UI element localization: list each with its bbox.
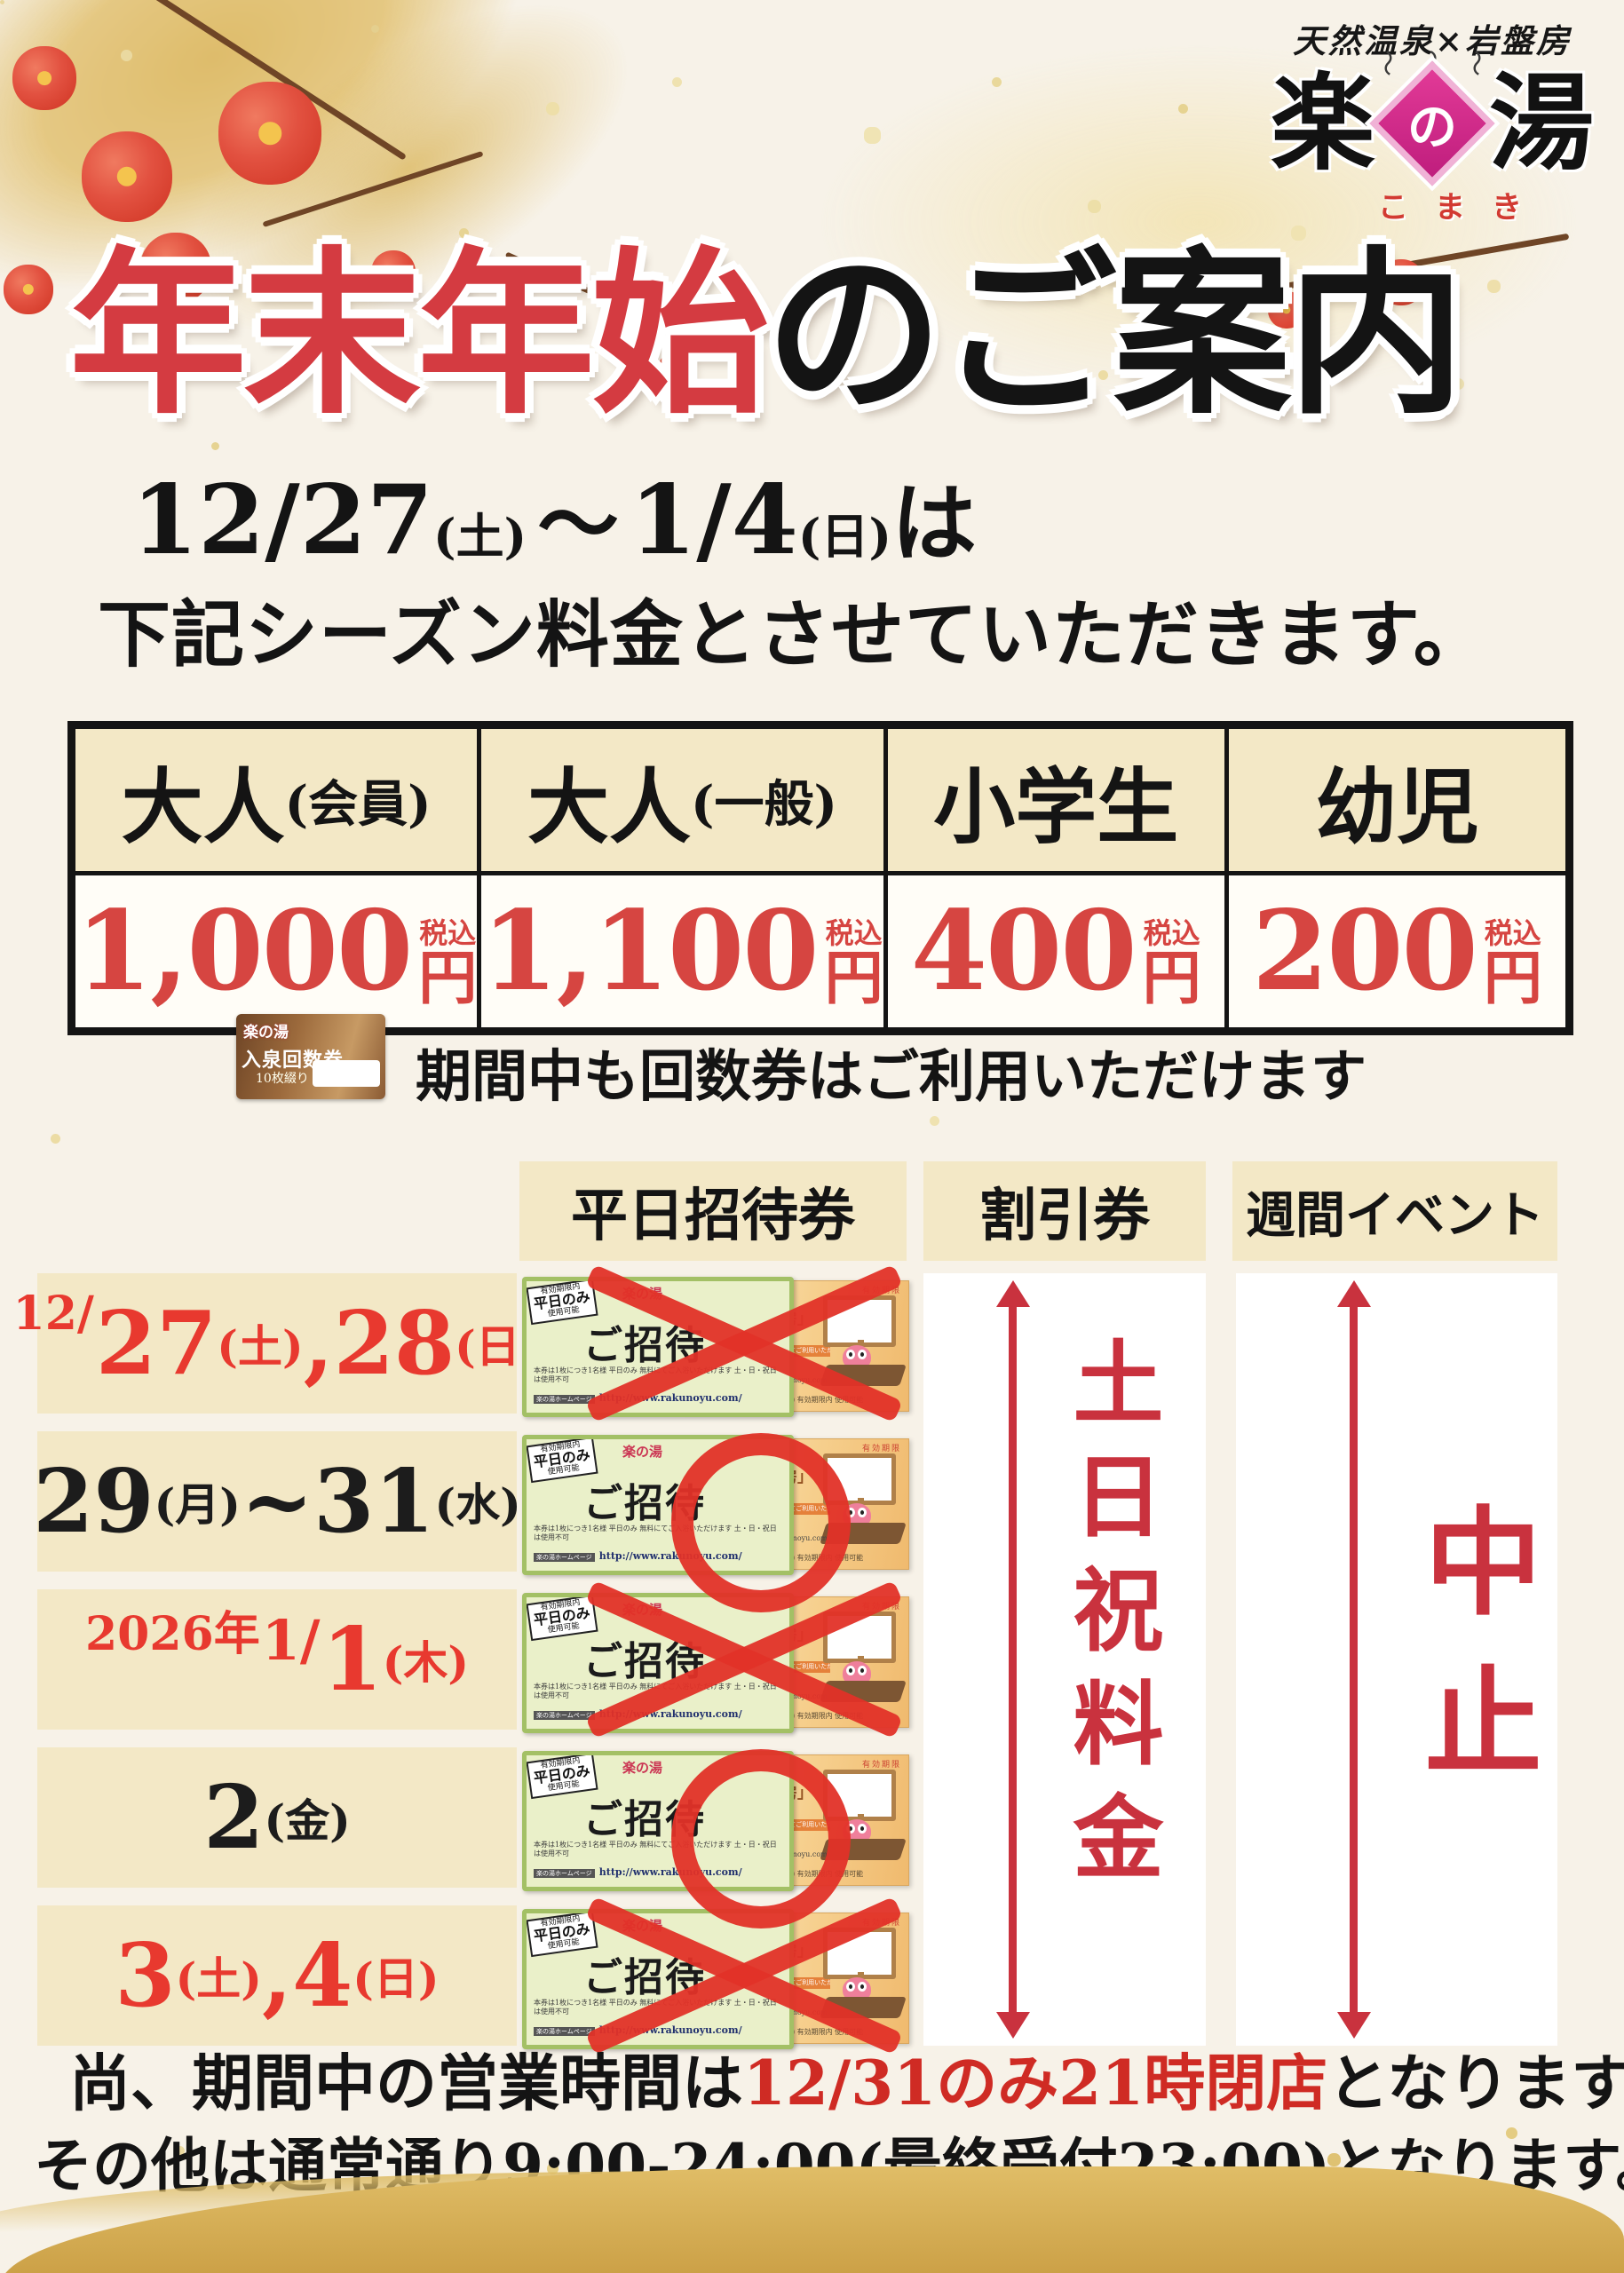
schedule-date-row-4: 2 (金): [37, 1747, 517, 1888]
weekly-event-panel: 中止: [1236, 1273, 1557, 2046]
schedule-date-row-1: 12/27 (土), 28 (日): [13, 1273, 541, 1414]
period-line: 12/27 (土) 〜 1/4 (日) は: [131, 455, 977, 578]
ticket-conditions: 本券は1枚につき1名様 平日のみ 無料にてご入浴いただけます 土・日・祝日は使用…: [534, 1841, 777, 1857]
event-cancelled-label: 中止: [1405, 1501, 1542, 1820]
column-header-weekday-ticket: 平日招待券: [519, 1161, 907, 1261]
weekend-holiday-price-label: 土日祝料金: [1058, 1335, 1164, 1904]
period-start-weekday: (土): [433, 508, 527, 565]
brand-diamond-icon: の: [1369, 60, 1495, 186]
period-suffix: は: [891, 473, 978, 574]
business-hours-note-line1: 尚、期間中の営業時間は12/31のみ21時閉店となります。: [69, 2047, 1624, 2119]
plum-blossom: [371, 250, 416, 295]
plum-blossom: [1428, 327, 1456, 355]
period-end-weekday: (日): [797, 508, 892, 565]
schedule-date-row-2: 29 (月) ~31 (水): [33, 1431, 521, 1572]
price-value-adult-general: 1,100 税込円: [481, 875, 883, 1027]
early-close-highlight: 12/31のみ21時閉店: [743, 2047, 1328, 2119]
title-black-part: のご案内: [765, 230, 1465, 439]
cross-mark: [575, 1896, 913, 2055]
brand-furigana: こまき: [1378, 190, 1549, 226]
cross-mark: [575, 1263, 913, 1423]
brand-tagline: 天然温泉×岩盤房: [1292, 21, 1572, 60]
page-title: 年末年始のご案内: [69, 230, 1465, 439]
period-start-date: 12/27: [131, 464, 434, 576]
vertical-double-arrow-icon: [1009, 1303, 1017, 2016]
circle-mark: [671, 1749, 851, 1928]
schedule-date-row-3: 2026年 1/1 (木): [37, 1589, 517, 1730]
ticket-conditions: 本券は1枚につき1名様 平日のみ 無料にてご入浴いただけます 土・日・祝日は使用…: [534, 1525, 777, 1541]
kaisuken-ticket-thumbnail: 楽の湯 入泉回数券 10枚綴り: [236, 1014, 385, 1099]
plum-blossom: [4, 265, 53, 314]
circle-mark: [671, 1433, 851, 1612]
vertical-double-arrow-icon: [1350, 1303, 1358, 2016]
season-price-line: 下記シーズン料金とさせていただきます。: [98, 592, 1487, 677]
title-red-part: 年末年始: [69, 230, 769, 439]
price-value-adult-member: 1,000 税込円: [75, 875, 478, 1027]
plum-blossom: [1268, 291, 1305, 329]
period-end-date: 1/4: [630, 464, 798, 576]
plum-blossom: [659, 353, 685, 380]
steam-icon: 〜: [1371, 50, 1402, 71]
brand-kanji-mid: の: [1407, 98, 1457, 157]
discount-ticket-panel: 土日祝料金: [923, 1273, 1206, 2046]
weekday-ticket-cell-4: 有効期限内 平日のみ 使用可能 楽の湯 ご招待 本券は1枚につき1名様 平日のみ 無…: [522, 1747, 909, 1928]
ticket-brand: 楽の湯: [622, 1760, 663, 1776]
price-header-adult-general: 大人 (一般): [481, 729, 883, 871]
price-table: 大人 (会員) 大人 (一般) 小学生 幼児 1,000 税込円 1,100 税込円 4…: [67, 721, 1573, 1035]
price-value-elementary: 400 税込円: [887, 875, 1224, 1027]
cross-mark: [575, 1580, 913, 1739]
plum-blossom: [140, 233, 211, 304]
plum-blossom: [82, 131, 172, 222]
brand-kanji-left: 楽: [1270, 61, 1375, 185]
price-header-elementary: 小学生: [887, 729, 1224, 871]
kaisuken-note: 期間中も回数券はご利用いただけます: [416, 1043, 1367, 1109]
kaisuken-brand: 楽の湯: [243, 1024, 289, 1041]
kaisuken-blank-field: [313, 1060, 380, 1087]
ticket-brand: 楽の湯: [622, 1444, 663, 1460]
price-header-infant: 幼児: [1228, 729, 1565, 871]
gold-speckles: [0, 0, 4, 4]
price-value-infant: 200 税込円: [1228, 875, 1565, 1027]
plum-blossom: [218, 82, 321, 185]
brand-logo: 天然温泉×岩盤房 〜 〜 〜 楽 の 湯 こまき: [1270, 14, 1595, 226]
column-header-weekly-event: 週間イベント: [1232, 1161, 1557, 1261]
column-header-discount-ticket: 割引券: [923, 1161, 1206, 1261]
plum-blossom: [1378, 259, 1424, 305]
period-tilde: 〜: [537, 477, 620, 573]
price-header-adult-member: 大人 (会員): [75, 729, 478, 871]
plum-blossom: [614, 282, 655, 323]
brand-kanji-right: 湯: [1489, 61, 1595, 185]
steam-icon: 〜: [1460, 50, 1491, 71]
plum-blossom: [12, 46, 76, 110]
kaisuken-count: 10枚綴り: [256, 1072, 309, 1086]
weekday-ticket-cell-2: 有効期限内 平日のみ 使用可能 楽の湯 ご招待 本券は1枚につき1名様 平日のみ 無…: [522, 1431, 909, 1612]
brand-name: 〜 〜 〜 楽 の 湯: [1270, 50, 1595, 186]
schedule-date-row-5: 3 (土) , 4 (日): [37, 1905, 517, 2046]
